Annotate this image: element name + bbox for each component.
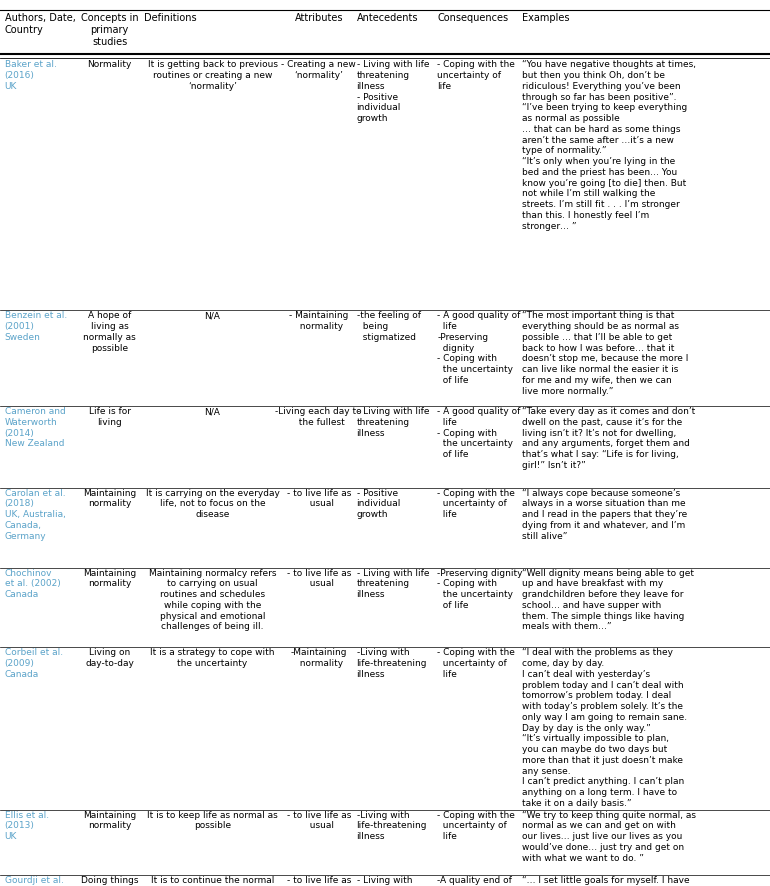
Text: - A good quality of
  life
-Preserving
  dignity
- Coping with
  the uncertainty: - A good quality of life -Preserving dig… [437,311,521,385]
Text: -the feeling of
  being
  stigmatized: -the feeling of being stigmatized [357,311,420,341]
Text: “I deal with the problems as they
come, day by day.
I can’t deal with yesterday’: “I deal with the problems as they come, … [522,648,687,807]
Text: Normality: Normality [88,60,132,69]
Text: It is a strategy to cope with
the uncertainty: It is a strategy to cope with the uncert… [150,648,275,667]
Text: -Maintaining
  normality: -Maintaining normality [290,648,347,667]
Text: -Living with
life-threatening
illness: -Living with life-threatening illness [357,648,427,678]
Text: - to live life as
  usual: - to live life as usual [286,810,351,829]
Text: - to live life as
  usual: - to live life as usual [286,488,351,508]
Text: - Maintaining
  normality: - Maintaining normality [289,311,349,330]
Text: “You have negative thoughts at times,
but then you think Oh, don’t be
ridiculous: “You have negative thoughts at times, bu… [522,60,696,230]
Text: - to live life as
  usual: - to live life as usual [286,568,351,587]
Text: - Coping with the
uncertainty of
life: - Coping with the uncertainty of life [437,60,515,90]
Text: “Take every day as it comes and don’t
dwell on the past, cause it’s for the
livi: “Take every day as it comes and don’t dw… [522,407,695,470]
Text: It is getting back to previous
routines or creating a new
‘normality’: It is getting back to previous routines … [148,60,277,90]
Text: Examples: Examples [522,13,570,23]
Text: - to live life as
  usual: - to live life as usual [286,875,351,886]
Text: - A good quality of
  life
- Coping with
  the uncertainty
  of life: - A good quality of life - Coping with t… [437,407,521,459]
Text: Gourdji et al.
(2009)
Canada: Gourdji et al. (2009) Canada [5,875,63,886]
Text: - Creating a new
‘normality’: - Creating a new ‘normality’ [281,60,357,80]
Text: Consequences: Consequences [437,13,508,23]
Text: Maintaining
normality: Maintaining normality [83,568,136,587]
Text: It is carrying on the everyday
life, not to focus on the
disease: It is carrying on the everyday life, not… [146,488,280,518]
Text: Definitions: Definitions [144,13,196,23]
Text: -Preserving dignity
- Coping with
  the uncertainty
  of life: -Preserving dignity - Coping with the un… [437,568,523,610]
Text: - Living with life
threatening
illness: - Living with life threatening illness [357,407,429,437]
Text: “The most important thing is that
everything should be as normal as
possible … t: “The most important thing is that everyt… [522,311,688,395]
Text: Living on
day-to-day: Living on day-to-day [85,648,134,667]
Text: Maintaining normalcy refers
to carrying on usual
routines and schedules
while co: Maintaining normalcy refers to carrying … [149,568,276,631]
Text: -Living with
life-threatening
illness: -Living with life-threatening illness [357,810,427,840]
Text: “We try to keep thing quite normal, as
normal as we can and get on with
our live: “We try to keep thing quite normal, as n… [522,810,696,862]
Text: Attributes: Attributes [295,13,343,23]
Text: Ellis et al.
(2013)
UK: Ellis et al. (2013) UK [5,810,49,840]
Text: - Living with life
threatening
illness
- Positive
individual
growth: - Living with life threatening illness -… [357,60,429,123]
Text: Maintaining
normality: Maintaining normality [83,488,136,508]
Text: N/A: N/A [205,311,220,320]
Text: - Positive
individual
growth: - Positive individual growth [357,488,401,518]
Text: Benzein et al.
(2001)
Sweden: Benzein et al. (2001) Sweden [5,311,67,341]
Text: Life is for
living: Life is for living [89,407,131,426]
Text: Carolan et al.
(2018)
UK, Australia,
Canada,
Germany: Carolan et al. (2018) UK, Australia, Can… [5,488,65,540]
Text: -Living each day to
  the fullest: -Living each day to the fullest [276,407,362,426]
Text: N/A: N/A [205,407,220,416]
Text: - Coping with the
  uncertainty of
  life: - Coping with the uncertainty of life [437,810,515,840]
Text: Antecedents: Antecedents [357,13,418,23]
Text: Authors, Date,
Country: Authors, Date, Country [5,13,75,35]
Text: - Coping with the
  uncertainty of
  life: - Coping with the uncertainty of life [437,488,515,518]
Text: Corbeil et al.
(2009)
Canada: Corbeil et al. (2009) Canada [5,648,62,678]
Text: - Coping with the
  uncertainty of
  life: - Coping with the uncertainty of life [437,648,515,678]
Text: “Well dignity means being able to get
up and have breakfast with my
grandchildre: “Well dignity means being able to get up… [522,568,694,631]
Text: Cameron and
Waterworth
(2014)
New Zealand: Cameron and Waterworth (2014) New Zealan… [5,407,65,448]
Text: - Living with
life-threatening
illness: - Living with life-threatening illness [357,875,427,886]
Text: “… I set little goals for myself. I have
been doing that since I got ill… I
can’: “… I set little goals for myself. I have… [522,875,690,886]
Text: -A quality end of
  life
-Achieving the
  goals: -A quality end of life -Achieving the go… [437,875,512,886]
Text: It is to keep life as normal as
possible: It is to keep life as normal as possible [147,810,278,829]
Text: Baker et al.
(2016)
UK: Baker et al. (2016) UK [5,60,56,90]
Text: Maintaining
normality: Maintaining normality [83,810,136,829]
Text: - Living with life
threatening
illness: - Living with life threatening illness [357,568,429,598]
Text: A hope of
living as
normally as
possible: A hope of living as normally as possible [83,311,136,353]
Text: Concepts in
primary
studies: Concepts in primary studies [81,13,139,46]
Text: Doing things
that I usually
do: Doing things that I usually do [80,875,139,886]
Text: Chochinov
et al. (2002)
Canada: Chochinov et al. (2002) Canada [5,568,60,598]
Text: “I always cope because someone’s
always in a worse situation than me
and I read : “I always cope because someone’s always … [522,488,688,540]
Text: It is to continue the normal
activities.: It is to continue the normal activities. [151,875,274,886]
